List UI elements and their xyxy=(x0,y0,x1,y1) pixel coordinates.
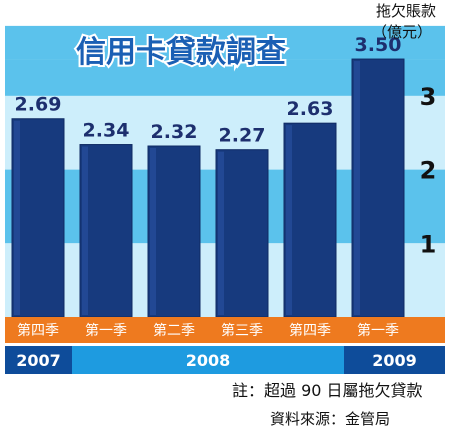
year-label: 2007 xyxy=(16,351,61,370)
y-tick-label: 2 xyxy=(420,157,437,185)
bar xyxy=(147,145,201,318)
data-label: 2.27 xyxy=(219,125,266,147)
year-axis: 2007 2008 2009 xyxy=(5,346,445,374)
unit-label-line1: 拖欠賬款 xyxy=(376,2,436,20)
source-note: 資料來源：金管局 xyxy=(270,410,390,428)
y-tick-label: 3 xyxy=(420,83,437,111)
category-label: 第四季 xyxy=(289,322,331,339)
y-tick-label: 1 xyxy=(420,230,437,258)
category-label: 第四季 xyxy=(17,322,59,339)
bar xyxy=(11,118,65,318)
bars-layer xyxy=(11,58,405,318)
chart-title: 信用卡貸款調查 xyxy=(76,35,286,70)
category-axis: 第四季 第一季 第二季 第三季 第四季 第一季 xyxy=(5,317,445,343)
year-segment xyxy=(344,346,445,374)
category-axis-bar xyxy=(5,317,445,343)
category-label: 第二季 xyxy=(153,322,195,339)
data-label: 2.63 xyxy=(287,98,334,120)
category-label: 第三季 xyxy=(221,322,263,339)
year-label: 2009 xyxy=(372,351,417,370)
year-segment xyxy=(5,346,72,374)
bar xyxy=(79,144,133,318)
data-label: 2.69 xyxy=(15,94,62,116)
background-band xyxy=(5,25,445,60)
unit-label-line2: （億元） xyxy=(372,23,432,41)
bar-highlight xyxy=(286,125,292,315)
y-ticks-layer: 1 2 3 xyxy=(420,83,437,258)
bar-highlight xyxy=(354,61,360,315)
value-labels-layer: 2.69 2.34 2.32 2.27 2.63 3.50 xyxy=(15,34,402,147)
category-label: 第一季 xyxy=(357,322,399,339)
bar-highlight xyxy=(150,148,156,315)
bar-highlight xyxy=(82,146,88,315)
footnote: 註：超過 90 日屬拖欠貸款 xyxy=(232,381,423,400)
data-label: 2.34 xyxy=(83,120,130,142)
bar-highlight xyxy=(218,151,224,315)
data-label: 2.32 xyxy=(151,121,198,143)
bar xyxy=(215,149,269,318)
category-label: 第一季 xyxy=(85,322,127,339)
bar-highlight xyxy=(14,120,20,315)
bar xyxy=(351,58,405,318)
year-label: 2008 xyxy=(186,351,231,370)
data-label: 3.50 xyxy=(355,34,402,56)
